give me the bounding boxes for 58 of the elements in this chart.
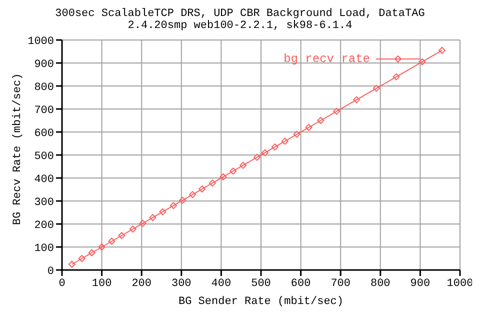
y-tick-label: 200 (34, 220, 54, 232)
x-tick-label: 800 (370, 278, 390, 290)
point (392, 73, 400, 80)
point (98, 244, 106, 250)
chart-title: 300sec ScalableTCP DRS, UDP CBR Background Load, DataTAG (54, 8, 426, 20)
point (78, 255, 86, 262)
chart-subtitle: 2.4.20smp web100-2.2.1, sk98-6.1.4 (126, 20, 354, 32)
legend: bg recv rate (284, 52, 420, 66)
point (220, 173, 227, 180)
point (208, 180, 216, 187)
point (170, 202, 177, 210)
point (240, 162, 247, 169)
point (149, 214, 156, 222)
point (198, 186, 206, 193)
point (317, 117, 324, 124)
point (230, 168, 237, 175)
point (108, 238, 116, 245)
point (293, 130, 300, 138)
point (281, 138, 288, 145)
point (372, 84, 380, 92)
y-tick-label: 0 (47, 266, 54, 278)
point (189, 191, 196, 198)
x-tick-label: 400 (211, 278, 232, 290)
point (159, 208, 166, 216)
y-tick-label: 300 (34, 196, 54, 209)
x-tick-label: 900 (410, 278, 430, 290)
point (88, 249, 96, 256)
x-axis-title: BG Sender Rate (mbit/sec) (178, 296, 344, 308)
y-axis-title: BG Recv Rate (mbit/sec) (12, 73, 24, 225)
y-tick-label: 500 (34, 150, 54, 163)
x-tick-label: 300 (171, 278, 192, 290)
point (179, 196, 186, 204)
point (353, 96, 360, 104)
x-tick-label: 500 (251, 278, 271, 290)
point (418, 58, 426, 66)
y-tick-label: 1000 (28, 36, 54, 48)
y-tick-label: 700 (34, 104, 54, 117)
point (68, 260, 76, 268)
x-tick-label: 0 (58, 278, 66, 290)
y-tick-label: 800 (34, 82, 54, 94)
x-tick-label: 200 (132, 278, 152, 290)
point (333, 108, 340, 115)
x-tick-label: 100 (92, 278, 112, 290)
point (118, 232, 126, 239)
y-tick-label: 900 (34, 58, 54, 71)
point (271, 143, 278, 150)
point (254, 154, 261, 161)
y-tick-label: 400 (34, 174, 54, 186)
y-tick-label: 600 (34, 128, 54, 140)
point (305, 124, 312, 131)
point (129, 226, 136, 233)
point (261, 149, 268, 156)
legend-label: bg recv rate (284, 52, 370, 66)
x-tick-label: 600 (290, 278, 311, 290)
y-tick-label: 100 (34, 242, 54, 255)
x-tick-label: 700 (330, 278, 351, 290)
point (139, 220, 146, 227)
point (438, 46, 446, 54)
